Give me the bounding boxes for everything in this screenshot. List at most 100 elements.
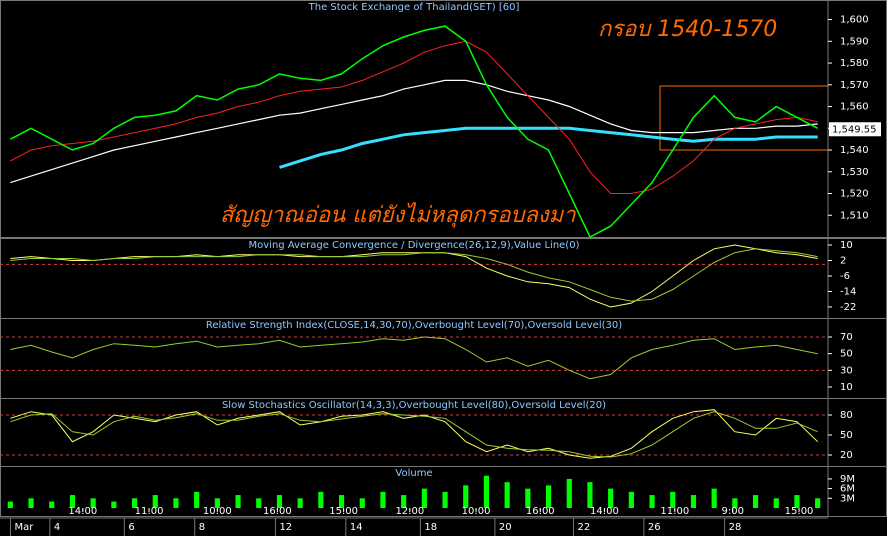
volume-bar (131, 498, 138, 508)
volume-bar (421, 488, 427, 508)
series-line (10, 244, 818, 308)
volume-bar (711, 488, 717, 508)
y-tick-label: -14 (840, 286, 856, 297)
x-tick-label: 15:00 (785, 506, 814, 517)
volume-bar (545, 485, 552, 508)
y-tick-label: 6M (840, 484, 855, 495)
volume-bar (338, 495, 345, 508)
annotation: สัญญาณอ่อน แต่ยังไม่หลุดกรอบลงมา (220, 202, 576, 228)
y-tick-label: 1,520 (840, 189, 869, 200)
date-tick-label: 14 (350, 522, 363, 533)
volume-bar (773, 498, 779, 508)
volume-bar (463, 485, 469, 508)
y-tick-label: 2 (840, 255, 846, 266)
x-tick-label: 14:00 (68, 506, 97, 517)
volume-bar (380, 491, 386, 508)
volume-bar (214, 498, 220, 508)
volume-bar (297, 498, 303, 508)
date-tick-label: 20 (499, 522, 512, 533)
volume-bar (256, 498, 262, 508)
volume-bar (111, 501, 117, 508)
x-tick-label: 10:00 (462, 506, 491, 517)
date-tick-label: 18 (424, 522, 437, 533)
annotation: กรอบ 1540-1570 (598, 17, 777, 42)
x-tick-label: 12:00 (395, 506, 424, 517)
date-tick-label: 12 (279, 522, 292, 533)
volume-bar (28, 498, 34, 508)
last-price-box (829, 122, 881, 137)
volume-bar (732, 498, 738, 508)
y-tick-label: 50 (840, 349, 853, 360)
volume-bar (442, 491, 448, 508)
series-line (10, 336, 818, 380)
x-tick-label: 11:00 (660, 506, 689, 517)
volume-bar (815, 498, 821, 508)
volume-bar (649, 495, 655, 508)
volume-bar (690, 495, 697, 508)
date-tick-label: 28 (729, 522, 742, 533)
volume-bar (276, 495, 283, 508)
panel-title: The Stock Exchange of Thailand(SET) [60] (308, 2, 520, 13)
volume-bar (504, 482, 510, 508)
volume-bar (628, 491, 634, 508)
x-tick-label: 16:00 (263, 506, 292, 517)
volume-bar (608, 488, 614, 508)
y-tick-label: 20 (840, 450, 853, 461)
volume-bar (401, 495, 407, 508)
volume-bar (235, 495, 241, 508)
date-tick-label: 4 (54, 522, 60, 533)
y-tick-label: 1,560 (840, 102, 869, 113)
y-tick-label: -6 (840, 271, 850, 282)
date-tick-label: 26 (648, 522, 661, 533)
volume-bar (49, 501, 55, 508)
volume-bar (670, 491, 676, 508)
y-tick-label: 50 (840, 430, 853, 441)
series-line (10, 40, 818, 194)
series-line (279, 126, 818, 169)
y-tick-label: -22 (840, 302, 856, 313)
y-tick-label: 3M (840, 493, 855, 504)
volume-bar (194, 491, 200, 508)
y-tick-label: 1,530 (840, 167, 869, 178)
panel-title: Relative Strength Index(CLOSE,14,30,70),… (206, 320, 622, 331)
volume-bar (794, 495, 800, 508)
series-line (10, 248, 818, 302)
series-line (10, 25, 819, 239)
date-tick-label: 22 (578, 522, 591, 533)
y-tick-label: 1,510 (840, 210, 869, 221)
volume-bar (69, 495, 76, 508)
y-tick-label: 10 (840, 240, 853, 251)
series-line (10, 411, 818, 458)
y-tick-label: 9M (840, 474, 855, 485)
volume-bar (173, 498, 179, 508)
y-tick-label: 1,540 (840, 145, 869, 156)
y-tick-label: 70 (840, 332, 853, 343)
x-tick-label: 16:00 (526, 506, 555, 517)
volume-bar (152, 495, 158, 508)
y-tick-label: 10 (840, 382, 853, 393)
volume-bar (90, 498, 96, 508)
x-tick-label: 9:00 (722, 506, 744, 517)
panel-title: Moving Average Convergence / Divergence(… (249, 240, 580, 251)
y-tick-label: 30 (840, 365, 853, 376)
volume-bar (566, 478, 572, 508)
date-tick-label: Mar (14, 522, 34, 533)
x-tick-label: 10:00 (203, 506, 232, 517)
volume-bar (752, 495, 759, 508)
y-tick-label: 80 (840, 410, 853, 421)
x-tick-label: 11:00 (135, 506, 164, 517)
volume-bar (483, 475, 490, 508)
last-price-label: 1,549.55 (832, 124, 877, 135)
panel-title: Volume (395, 468, 432, 479)
x-tick-label: 15:00 (329, 506, 358, 517)
volume-bar (587, 482, 593, 508)
panel-title: Slow Stochastics Oscillator(14,3,3),Over… (222, 400, 606, 411)
x-tick-label: 14:00 (590, 506, 619, 517)
y-tick-label: 1,580 (840, 58, 869, 69)
volume-bar (318, 491, 324, 508)
y-tick-label: 1,600 (840, 15, 869, 26)
y-tick-label: 1,590 (840, 36, 869, 47)
series-line (10, 409, 819, 459)
